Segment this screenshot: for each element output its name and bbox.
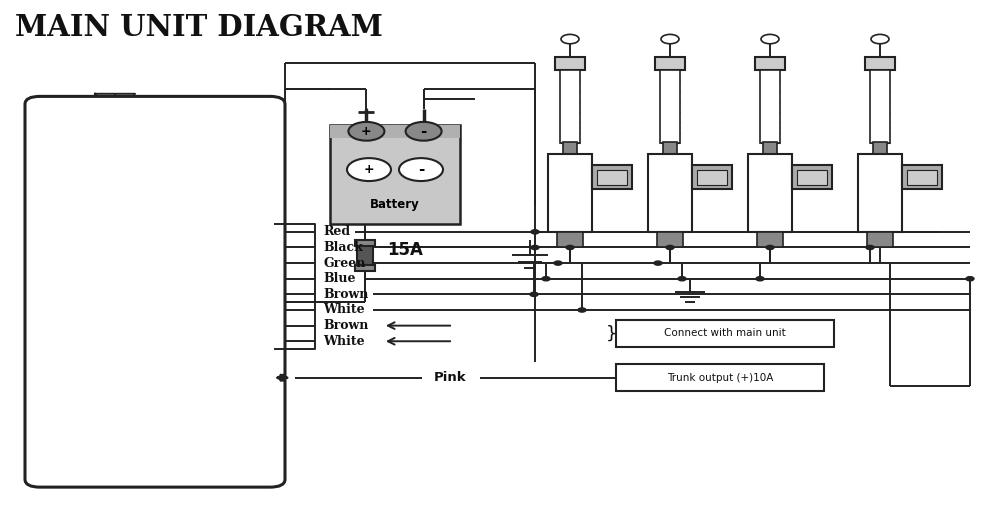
FancyBboxPatch shape bbox=[616, 320, 834, 347]
Circle shape bbox=[406, 122, 442, 141]
Text: Blue: Blue bbox=[323, 272, 356, 285]
Circle shape bbox=[761, 34, 779, 44]
Text: 15A: 15A bbox=[387, 241, 423, 259]
Circle shape bbox=[654, 261, 662, 265]
Circle shape bbox=[678, 277, 686, 281]
Text: Red: Red bbox=[323, 226, 350, 238]
Bar bbox=[797, 170, 827, 185]
Bar bbox=[757, 232, 783, 247]
Bar bbox=[907, 170, 937, 185]
Bar bbox=[357, 244, 373, 267]
Bar bbox=[592, 166, 632, 189]
Bar bbox=[865, 57, 895, 70]
Circle shape bbox=[866, 245, 874, 250]
Text: Pink: Pink bbox=[434, 371, 466, 384]
Bar bbox=[330, 125, 460, 138]
Bar bbox=[548, 154, 592, 232]
Circle shape bbox=[531, 245, 539, 250]
Bar bbox=[663, 142, 677, 154]
Circle shape bbox=[348, 122, 384, 141]
Bar bbox=[763, 142, 777, 154]
Bar bbox=[792, 166, 832, 189]
Bar bbox=[648, 154, 692, 232]
Bar bbox=[355, 265, 375, 271]
FancyBboxPatch shape bbox=[330, 125, 460, 224]
Circle shape bbox=[666, 245, 674, 250]
Circle shape bbox=[554, 261, 562, 265]
Text: +: + bbox=[364, 163, 374, 176]
Circle shape bbox=[530, 292, 538, 296]
Bar bbox=[557, 232, 583, 247]
Bar bbox=[755, 57, 785, 70]
Circle shape bbox=[966, 277, 974, 281]
Circle shape bbox=[531, 230, 539, 234]
Text: +: + bbox=[361, 125, 372, 138]
Bar bbox=[760, 70, 780, 143]
Text: Green: Green bbox=[323, 257, 365, 269]
Bar bbox=[655, 57, 685, 70]
Circle shape bbox=[399, 158, 443, 181]
Text: White: White bbox=[323, 304, 365, 316]
Text: Black: Black bbox=[323, 241, 363, 254]
Circle shape bbox=[871, 34, 889, 44]
Text: White: White bbox=[323, 335, 365, 348]
Bar bbox=[597, 170, 627, 185]
Circle shape bbox=[566, 245, 574, 250]
Bar bbox=[867, 232, 893, 247]
Circle shape bbox=[347, 158, 391, 181]
Bar bbox=[563, 142, 577, 154]
Bar bbox=[873, 142, 887, 154]
Circle shape bbox=[756, 277, 764, 281]
Circle shape bbox=[542, 277, 550, 281]
Bar bbox=[657, 232, 683, 247]
Bar bbox=[660, 70, 680, 143]
Bar bbox=[555, 57, 585, 70]
Circle shape bbox=[561, 34, 579, 44]
Bar bbox=[355, 240, 375, 246]
Bar bbox=[748, 154, 792, 232]
Text: }: } bbox=[606, 325, 618, 342]
Text: -: - bbox=[420, 124, 427, 139]
Bar bbox=[697, 170, 727, 185]
Text: Brown: Brown bbox=[323, 288, 368, 301]
FancyBboxPatch shape bbox=[616, 364, 824, 391]
Text: Trunk output (+)10A: Trunk output (+)10A bbox=[667, 373, 773, 383]
Text: Connect with main unit: Connect with main unit bbox=[664, 328, 786, 339]
Circle shape bbox=[661, 34, 679, 44]
Text: Battery: Battery bbox=[370, 198, 420, 211]
Bar bbox=[858, 154, 902, 232]
Bar bbox=[902, 166, 942, 189]
Text: -: - bbox=[418, 162, 424, 177]
Text: Brown: Brown bbox=[323, 319, 368, 332]
Bar bbox=[560, 70, 580, 143]
FancyBboxPatch shape bbox=[25, 96, 285, 487]
Circle shape bbox=[766, 245, 774, 250]
Circle shape bbox=[578, 308, 586, 312]
Bar bbox=[692, 166, 732, 189]
Text: MAIN UNIT DIAGRAM: MAIN UNIT DIAGRAM bbox=[15, 13, 383, 42]
Bar bbox=[870, 70, 890, 143]
